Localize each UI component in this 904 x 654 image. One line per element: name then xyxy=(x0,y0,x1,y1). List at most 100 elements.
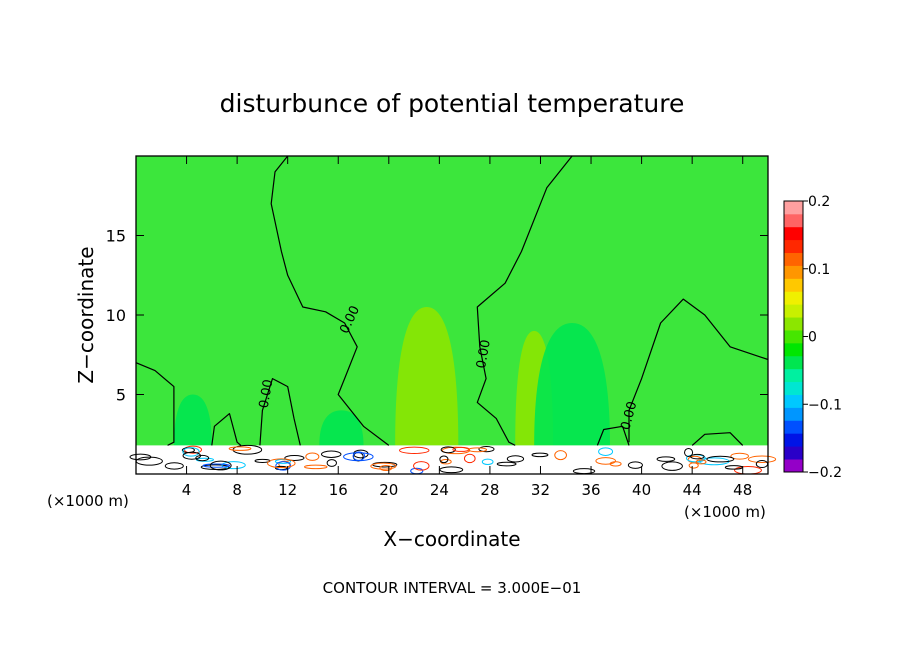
boundary-eddy xyxy=(661,461,683,471)
x-unit-left: (×1000 m) xyxy=(47,492,129,510)
boundary-eddy xyxy=(440,446,456,454)
boundary-eddy xyxy=(463,453,476,464)
y-tick-label: 15 xyxy=(106,227,126,246)
colorbar-tick-label: −0.2 xyxy=(808,465,842,481)
y-ticks: 5 10 15 xyxy=(106,227,768,405)
boundary-eddy xyxy=(595,457,616,465)
x-tick-label: 8 xyxy=(232,481,242,499)
boundary-eddy xyxy=(221,461,246,470)
boundary-eddy xyxy=(598,447,614,456)
contour-line xyxy=(596,425,630,446)
colorbar-swatch xyxy=(784,304,803,318)
boundary-eddy xyxy=(452,446,470,452)
contour-line xyxy=(211,413,242,446)
contour-value-label: 0.00 xyxy=(257,378,277,409)
boundary-eddy xyxy=(706,455,735,463)
x-tick-label: 16 xyxy=(329,481,348,499)
colorbar-swatch xyxy=(784,407,803,421)
boundary-eddy xyxy=(695,459,707,465)
boundary-eddy xyxy=(182,447,200,457)
colorbar-swatch xyxy=(784,278,803,292)
y-tick-label: 5 xyxy=(116,386,126,405)
negative-plume-2 xyxy=(173,394,212,446)
contour-line xyxy=(628,298,769,443)
boundary-eddy xyxy=(370,462,397,470)
x-unit-right: (×1000 m) xyxy=(684,503,766,521)
colorbar-tick-label: 0 xyxy=(808,330,817,346)
y-axis-label: Z−coordinate xyxy=(74,246,98,383)
colorbar-swatch xyxy=(784,446,803,460)
colorbar-swatch xyxy=(784,420,803,434)
boundary-eddy xyxy=(441,446,471,455)
boundary-eddy xyxy=(496,461,517,467)
boundary-eddy xyxy=(202,463,231,468)
colorbar-swatch xyxy=(784,201,803,215)
boundary-eddy xyxy=(164,462,184,470)
boundary-eddy xyxy=(182,451,202,460)
colorbar-swatch xyxy=(784,381,803,395)
contour-value-label: 0.00 xyxy=(618,400,640,432)
slightly-positive-column-1 xyxy=(395,307,459,446)
contour-line xyxy=(270,155,390,446)
boundary-eddy xyxy=(478,446,495,453)
colorbar-swatch xyxy=(784,433,803,447)
boundary-eddy xyxy=(413,461,430,471)
boundary-eddy xyxy=(506,455,525,463)
colorbar-swatch xyxy=(784,317,803,331)
boundary-eddy xyxy=(690,453,705,460)
contour-line xyxy=(691,432,744,446)
x-tick-label: 44 xyxy=(683,481,702,499)
colorbar-swatch xyxy=(784,213,803,228)
boundary-eddy xyxy=(267,458,296,469)
boundary-eddy xyxy=(304,464,328,470)
boundary-eddy xyxy=(627,461,643,469)
contour-line xyxy=(476,155,573,446)
plot-area: 0.000.000.000.00 4 8 12 16 20 24 28 32 36 40 44 48 … xyxy=(106,155,777,499)
x-tick-label: 36 xyxy=(581,481,600,499)
x-tick-label: 12 xyxy=(278,481,297,499)
x-axis-label: X−coordinate xyxy=(383,527,520,551)
boundary-eddy xyxy=(656,456,676,462)
colorbar-swatch xyxy=(784,342,803,357)
boundary-eddy xyxy=(688,462,699,469)
chart-title: disturbunce of potential temperature xyxy=(220,89,685,118)
boundary-eddy xyxy=(326,459,337,467)
boundary-eddy xyxy=(531,452,549,458)
colorbar-tick-label: 0.1 xyxy=(808,262,830,278)
boundary-eddy xyxy=(684,447,694,458)
colorbar-tick-label: 0.2 xyxy=(808,194,830,210)
x-tick-label: 48 xyxy=(733,481,752,499)
colorbar-swatch xyxy=(784,394,803,408)
contour-interval-label: CONTOUR INTERVAL = 3.000E−01 xyxy=(323,579,582,597)
colorbar-swatch xyxy=(784,291,803,305)
boundary-layer xyxy=(129,444,777,475)
colorbar-swatch xyxy=(784,459,803,473)
boundary-eddy xyxy=(439,455,449,464)
x-tick-label: 20 xyxy=(379,481,398,499)
x-tick-label: 24 xyxy=(430,481,449,499)
boundary-eddy xyxy=(320,450,342,458)
boundary-eddy xyxy=(467,447,488,453)
colorbar-tick-label: −0.1 xyxy=(808,397,842,413)
boundary-eddy xyxy=(275,461,292,471)
contour-line xyxy=(135,362,175,446)
x-tick-label: 40 xyxy=(632,481,651,499)
colorbar-swatch xyxy=(784,265,803,279)
colorbar-swatch xyxy=(784,355,803,370)
y-tick-label: 10 xyxy=(106,306,126,325)
colorbar-swatch xyxy=(784,239,803,254)
contour-value-label: 0.00 xyxy=(474,339,494,370)
boundary-eddy xyxy=(228,446,252,451)
x-tick-label: 28 xyxy=(480,481,499,499)
negative-plume-1 xyxy=(534,322,610,446)
boundary-eddy xyxy=(379,464,393,472)
boundary-eddy xyxy=(399,446,430,454)
colorbar-swatch xyxy=(784,368,803,383)
boundary-eddy xyxy=(554,450,567,461)
colorbar-swatch xyxy=(784,252,803,266)
negative-plume-3 xyxy=(319,410,364,446)
boundary-eddy xyxy=(747,455,777,464)
boundary-eddy xyxy=(343,452,374,462)
x-ticks: 4 8 12 16 20 24 28 32 36 40 44 48 xyxy=(182,156,752,499)
